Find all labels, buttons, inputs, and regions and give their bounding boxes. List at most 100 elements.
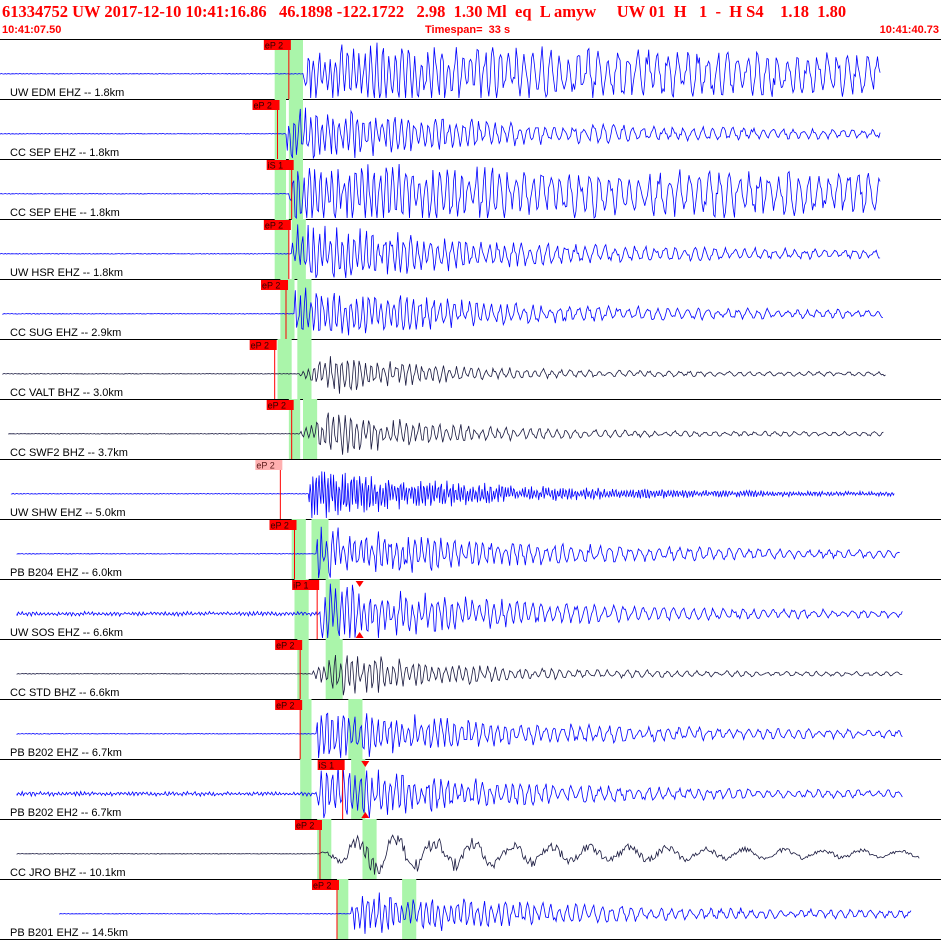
waveform-trace [10,471,895,519]
pick-label: iS 1 [319,761,335,771]
phase-window [336,879,349,939]
pick-flag [275,640,303,650]
waveform-trace [0,107,881,160]
pick-label: eP 2 [262,281,280,291]
station-label: UW HSR EHZ -- 1.8km [10,267,123,279]
phase-window [274,159,287,219]
phase-window [300,699,312,759]
phase-window [303,399,318,459]
pick-label: eP 2 [271,521,289,531]
pick-flag [255,460,283,470]
pick-flag [311,880,339,890]
station-label: CC SWF2 BHZ -- 3.7km [10,447,128,459]
trace-row[interactable]: eP 2 CC SEP EHZ -- 1.8km [0,99,941,160]
waveform-trace [16,765,903,819]
timespan-label: Timespan= 33 s [425,24,511,36]
trace-row[interactable]: eP 2 UW EDM EHZ -- 1.8km [0,39,941,100]
pick-label: eP 2 [265,41,283,51]
phase-window [294,579,309,639]
marker-triangle [355,581,364,587]
phase-window [277,339,292,399]
phase-window [288,39,304,99]
pick-flag [275,700,303,710]
trace-row[interactable]: eP 2 CC STD BHZ -- 6.6km [0,639,941,700]
waveform-trace [8,412,884,455]
station-label: UW SOS EHZ -- 6.6km [10,627,123,639]
pick-label: iP 1 [293,581,308,591]
station-label: UW SHW EHZ -- 5.0km [10,507,126,519]
pick-label: eP 2 [254,101,272,111]
waveform-trace [2,356,886,394]
pick-label: eP 2 [276,701,294,711]
trace-row[interactable]: eP 2 PB B202 EHZ -- 6.7km [0,699,941,760]
station-label: PB B202 EH2 -- 6.7km [10,807,121,819]
phase-window [280,279,295,339]
pick-flag [317,760,345,770]
pick-flag [292,580,320,590]
phase-window [297,339,312,399]
waveform-trace [0,163,881,219]
waveform-trace [0,224,881,279]
marker-triangle [355,632,364,638]
trace-row[interactable]: eP 2 CC VALT BHZ -- 3.0km [0,339,941,400]
phase-window [297,639,309,699]
pick-label: eP 2 [251,341,269,351]
phase-window [317,819,332,879]
event-header: 61334752 UW 2017-12-10 10:41:16.86 46.18… [0,0,941,39]
pick-flag [266,400,294,410]
start-time: 10:41:07.50 [2,24,62,36]
pick-flag [263,40,291,50]
waveform-trace [2,287,884,336]
pick-flag [249,340,277,350]
pick-label: eP 2 [313,881,331,891]
pick-flag [263,220,291,230]
trace-row[interactable]: eP 2 CC SUG EHZ -- 2.9km [0,279,941,340]
end-time: 10:41:40.73 [879,24,939,36]
pick-label: eP 2 [276,641,294,651]
pick-label: eP 2 [296,821,314,831]
pick-label: eP 2 [268,401,286,411]
phase-window [274,39,289,99]
station-label: PB B202 EHZ -- 6.7km [10,747,122,759]
trace-row[interactable]: iP 1 UW SOS EHZ -- 6.6km [0,579,941,640]
pick-flag [266,160,294,170]
trace-row[interactable]: iS 1 CC SEP EHE -- 1.8km [0,159,941,220]
phase-window [351,759,366,819]
event-title: 61334752 UW 2017-12-10 10:41:16.86 46.18… [2,2,847,21]
phase-window [362,819,377,879]
trace-row[interactable]: eP 2 PB B201 EHZ -- 14.5km [0,879,941,940]
pick-flag [269,520,297,530]
waveform-trace [16,712,903,759]
waveform-trace [0,42,881,99]
station-label: PB B201 EHZ -- 14.5km [10,927,128,939]
waveform-trace [16,526,900,579]
phase-window [274,99,287,159]
pick-label: iS 1 [268,161,284,171]
station-label: CC STD BHZ -- 6.6km [10,687,119,699]
waveform-trace [16,834,920,875]
phase-window [274,219,289,279]
waveform-trace [16,583,903,639]
pick-label: eP 2 [265,221,283,231]
pick-flag [294,820,322,830]
waveform-trace [16,654,903,696]
trace-row[interactable]: eP 2 CC SWF2 BHZ -- 3.7km [0,399,941,460]
station-label: CC SEP EHE -- 1.8km [10,207,120,219]
phase-window [300,759,312,819]
marker-triangle [361,812,370,818]
station-label: CC SUG EHZ -- 2.9km [10,327,121,339]
phase-window [288,159,304,219]
phase-window [325,579,340,639]
seismogram-panel[interactable]: eP 2 UW EDM EHZ -- 1.8km eP 2 CC SEP EHZ --… [0,39,941,940]
station-label: CC SEP EHZ -- 1.8km [10,147,119,159]
phase-window [311,519,329,579]
station-label: UW EDM EHZ -- 1.8km [10,87,124,99]
trace-row[interactable]: eP 2 CC JRO BHZ -- 10.1km [0,819,941,880]
trace-row[interactable]: iS 1 PB B202 EH2 -- 6.7km [0,759,941,820]
pick-label: eP 2 [256,461,274,471]
pick-flag [252,100,280,110]
trace-row[interactable]: eP 2 UW SHW EHZ -- 5.0km [0,460,941,520]
pick-flag [261,280,289,290]
trace-row[interactable]: eP 2 UW HSR EHZ -- 1.8km [0,219,941,280]
trace-row[interactable]: eP 2 PB B204 EHZ -- 6.0km [0,519,941,580]
